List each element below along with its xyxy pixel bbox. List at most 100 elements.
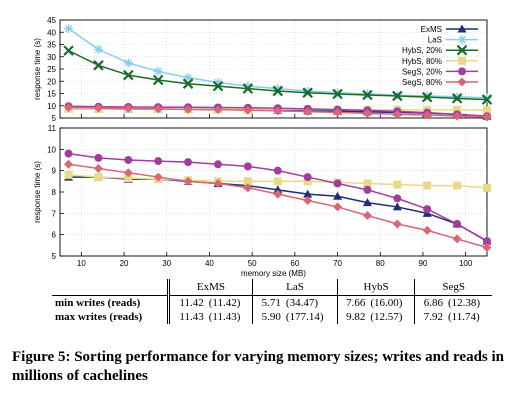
data-point xyxy=(273,177,282,186)
data-point xyxy=(123,168,133,178)
data-point xyxy=(124,156,133,164)
data-point xyxy=(422,225,432,235)
table-cell-reads: (11.74) xyxy=(448,311,480,323)
data-point xyxy=(423,181,432,190)
data-point xyxy=(362,89,373,101)
table-cell-writes: 5.71 xyxy=(252,295,282,310)
legend-label: SegS, 80% xyxy=(402,78,442,87)
data-point xyxy=(303,86,313,96)
data-point xyxy=(333,107,343,117)
data-point xyxy=(363,179,372,188)
data-point xyxy=(93,164,103,174)
data-point xyxy=(451,93,463,104)
x-tick-label: 20 xyxy=(120,259,129,268)
x-tick-label: 70 xyxy=(333,259,342,268)
data-point xyxy=(482,93,492,103)
y-tick-label: 8 xyxy=(52,188,57,197)
table-cell-reads: (11.42) xyxy=(208,297,241,309)
data-point xyxy=(483,106,491,115)
table-header-cell: LaS xyxy=(252,279,338,296)
y-tick-label: 7 xyxy=(52,209,57,218)
data-point xyxy=(93,60,104,71)
table-cell-writes: 6.86 xyxy=(414,295,444,310)
legend-marker xyxy=(456,44,468,56)
data-point xyxy=(392,90,403,102)
row-label: min writes (reads) xyxy=(55,297,141,309)
x-axis-label: memory size (MB) xyxy=(241,269,306,278)
data-point xyxy=(362,108,372,118)
data-point xyxy=(452,111,462,121)
data-point xyxy=(483,237,491,246)
table-corner xyxy=(52,279,169,296)
data-point xyxy=(303,189,313,198)
cacheline-table: ExMS LaS HybS SegS min writes (reads) 11… xyxy=(52,279,492,324)
y-tick-label: 5 xyxy=(52,114,57,123)
table-cell-reads: (11.43) xyxy=(208,311,241,323)
data-point xyxy=(183,73,193,83)
x-tick-label: 10 xyxy=(77,259,86,268)
data-point xyxy=(421,91,433,103)
data-point xyxy=(452,92,462,102)
legend-label: HybS, 80% xyxy=(402,57,442,66)
x-tick-label: 40 xyxy=(205,259,214,268)
table-cell-writes: 7.92 xyxy=(414,310,444,324)
data-point xyxy=(362,210,372,220)
y-axis-label: response time (s) xyxy=(33,38,42,100)
data-point xyxy=(213,105,223,115)
data-point xyxy=(273,84,283,94)
y-tick-label: 10 xyxy=(47,102,56,111)
data-point xyxy=(452,234,462,244)
data-point xyxy=(243,162,252,171)
legend-label: LaS xyxy=(428,36,442,45)
table-cell-reads: (177.14) xyxy=(285,311,324,323)
data-point xyxy=(124,174,133,183)
data-point xyxy=(242,83,254,94)
data-point xyxy=(183,104,193,114)
data-point xyxy=(243,81,253,91)
table-cell-writes: 5.90 xyxy=(252,310,282,324)
data-point xyxy=(123,103,133,113)
x-tick-label: 30 xyxy=(162,259,171,268)
data-point xyxy=(303,173,312,182)
y-tick-label: 11 xyxy=(48,124,57,133)
data-point xyxy=(94,153,103,162)
data-point xyxy=(272,85,284,97)
legend-marker xyxy=(457,77,467,87)
x-tick-label: 90 xyxy=(418,259,427,268)
data-point xyxy=(213,160,222,169)
data-point xyxy=(63,45,74,56)
x-tick-label: 80 xyxy=(376,259,385,268)
table-cell-writes: 7.66 xyxy=(336,295,367,310)
table-header-cell: ExMS xyxy=(166,279,253,296)
data-point xyxy=(273,166,282,175)
data-point xyxy=(363,185,372,194)
data-point xyxy=(273,185,283,194)
x-tick-label: 50 xyxy=(248,259,257,268)
data-point xyxy=(184,158,193,167)
data-point xyxy=(212,80,224,92)
data-point xyxy=(64,159,74,169)
data-point xyxy=(392,109,402,119)
data-point xyxy=(243,177,252,186)
data-point xyxy=(333,179,342,188)
data-point xyxy=(453,181,462,190)
data-point xyxy=(481,94,493,105)
data-point xyxy=(154,157,163,166)
data-point xyxy=(183,176,193,186)
data-point xyxy=(303,177,312,186)
legend-marker xyxy=(457,35,467,45)
table-cell-reads: (16.00) xyxy=(370,297,403,309)
data-point xyxy=(393,180,402,189)
data-point xyxy=(273,189,283,199)
data-point xyxy=(423,205,432,214)
data-point xyxy=(243,105,253,115)
legend-label: HybS, 20% xyxy=(402,46,442,55)
data-point xyxy=(64,170,73,179)
data-point xyxy=(453,220,462,228)
y-tick-label: 40 xyxy=(47,28,56,37)
table-cell-reads: (12.38) xyxy=(448,297,481,309)
data-point xyxy=(482,112,492,122)
table-header-cell: SegS xyxy=(414,279,492,296)
data-point xyxy=(153,66,163,76)
data-point xyxy=(64,149,73,158)
